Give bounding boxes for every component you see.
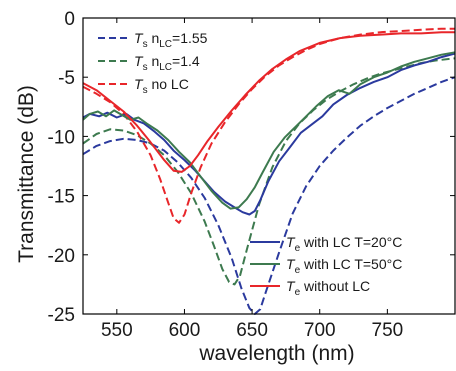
legend-label-5: Te without LC (286, 278, 370, 298)
x-tick-label: 550 (101, 320, 133, 341)
series-line-5 (82, 31, 455, 173)
legend-layer: Ts nLC=1.55 Ts nLC=1.4 Ts no LC Te with LC … (98, 30, 402, 298)
x-tick-label: 700 (304, 320, 336, 341)
series-line-0 (82, 76, 456, 315)
series-layer (82, 27, 456, 315)
y-tick-label: -5 (58, 68, 75, 89)
y-tick-label: -25 (48, 305, 75, 326)
legend-label-4: Te with LC T=50°C (286, 256, 402, 276)
y-axis-label: Transmittance (dB) (15, 85, 38, 263)
series-line-2 (82, 27, 455, 224)
x-tick-label: 650 (236, 320, 268, 341)
series-line-1 (82, 57, 456, 286)
ticks-layer: 550 600 650 700 750 0 -5 -10 -15 -20 -25 (48, 9, 455, 341)
x-tick-label: 750 (372, 320, 404, 341)
y-tick-label: -20 (48, 246, 75, 267)
plot-frame (82, 17, 456, 315)
legend-label-0: Ts nLC=1.55 (134, 30, 208, 50)
y-tick-label: -10 (48, 127, 75, 148)
legend-label-1: Ts nLC=1.4 (134, 53, 200, 73)
x-axis-label: wavelength (nm) (198, 342, 354, 365)
legend-label-2: Ts no LC (134, 76, 189, 96)
y-tick-label: 0 (64, 9, 75, 30)
legend-label-3: Te with LC T=20°C (286, 234, 402, 254)
x-tick-label: 600 (169, 320, 201, 341)
y-tick-label: -15 (48, 187, 75, 208)
series-line-3 (82, 52, 456, 216)
